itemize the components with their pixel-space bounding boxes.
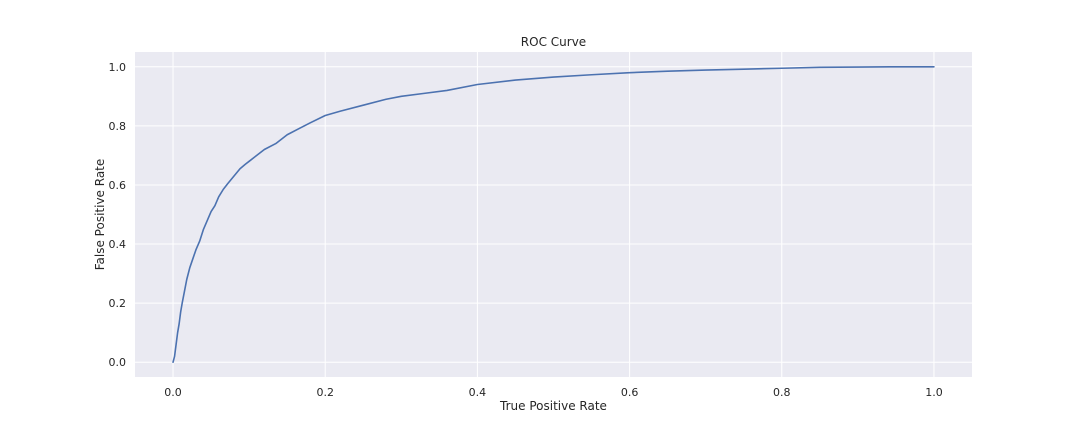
chart-title: ROC Curve: [521, 35, 586, 49]
series-layer: [172, 65, 935, 364]
x-tick-label: 0.6: [621, 386, 639, 399]
x-tick-label: 0.8: [773, 386, 791, 399]
roc-curve-line: [172, 65, 935, 364]
y-tick-label: 0.4: [109, 238, 127, 251]
x-tick-label: 0.0: [164, 386, 182, 399]
y-axis-label: False Positive Rate: [93, 159, 107, 271]
y-tick-label: 1.0: [109, 61, 127, 74]
tick-labels: 0.0 0.2 0.4 0.6 0.8 1.0 0.0 0.2 0.4 0.6 0.8 1.0: [109, 61, 943, 399]
y-tick-label: 0.8: [109, 120, 127, 133]
plot-background: [135, 52, 972, 377]
y-tick-label: 0.6: [109, 179, 127, 192]
x-tick-label: 0.4: [469, 386, 487, 399]
x-tick-label: 1.0: [925, 386, 943, 399]
x-tick-label: 0.2: [316, 386, 334, 399]
grid-lines: [135, 52, 972, 377]
y-tick-label: 0.2: [109, 297, 127, 310]
y-tick-label: 0.0: [109, 356, 127, 369]
x-axis-label: True Positive Rate: [499, 399, 607, 413]
